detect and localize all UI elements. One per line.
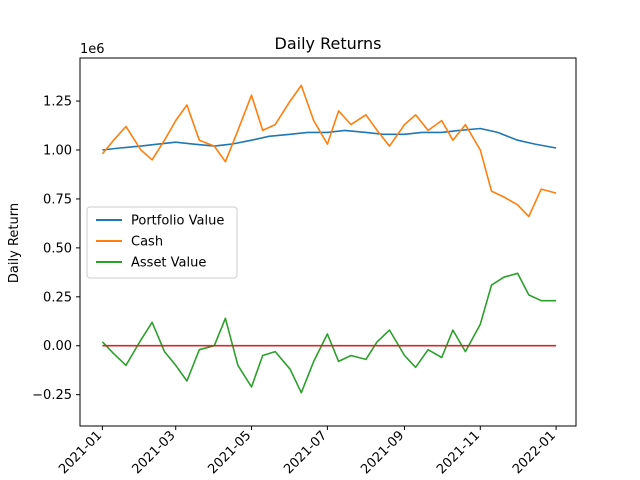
y-offset-label: 1e6 xyxy=(80,42,105,57)
x-axis: 2021-01 2021-03 2021-05 2021-07 2021-09 2021-… xyxy=(56,426,559,477)
legend-label: Cash xyxy=(131,235,163,250)
x-tick-label: 2021-03 xyxy=(130,428,179,477)
x-tick-label: 2021-07 xyxy=(281,428,330,477)
series-line-2 xyxy=(101,272,557,394)
series-line-0 xyxy=(102,127,557,151)
plot-frame xyxy=(79,57,577,427)
x-tick-label: 2021-01 xyxy=(56,428,105,477)
y-tick-label: 0.50 xyxy=(43,241,72,256)
legend: Portfolio Value Cash Asset Value xyxy=(86,206,238,279)
x-tick-label: 2022-01 xyxy=(510,428,559,477)
y-tick-label: 0.25 xyxy=(43,290,72,305)
y-tick-label: 0.00 xyxy=(43,339,72,354)
legend-box xyxy=(86,206,238,279)
x-tick-label: 2021-11 xyxy=(434,428,483,477)
series-line-1 xyxy=(101,84,557,218)
y-tick-label: 0.75 xyxy=(43,192,72,207)
chart-title: Daily Returns xyxy=(275,34,382,53)
y-tick-label: 1.00 xyxy=(43,144,72,159)
x-tick-label: 2021-05 xyxy=(205,428,254,477)
x-tick-label: 2021-09 xyxy=(358,428,407,477)
legend-label: Asset Value xyxy=(131,256,206,271)
y-tick-label: 1.25 xyxy=(43,95,72,110)
legend-label: Portfolio Value xyxy=(131,214,224,229)
series-layer xyxy=(101,84,557,394)
y-axis-title: Daily Return xyxy=(7,203,22,283)
y-tick-label: −0.25 xyxy=(32,388,72,403)
y-axis: −0.25 0.00 0.25 0.50 0.75 1.00 1.25 xyxy=(32,95,80,403)
